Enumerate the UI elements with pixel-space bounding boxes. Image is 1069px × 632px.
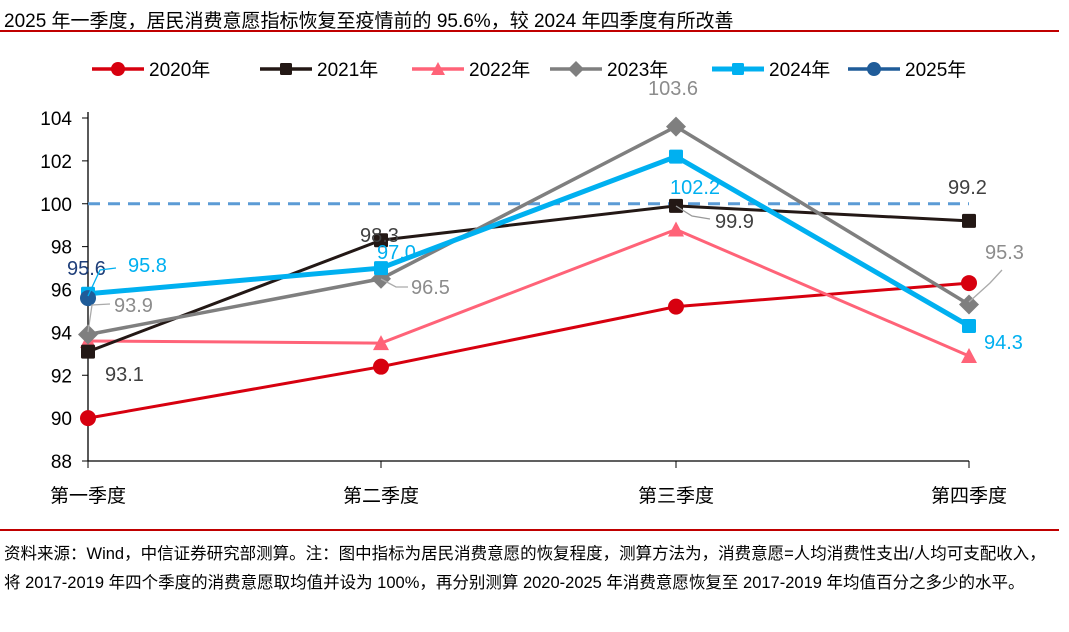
legend-item-2022年: 2022年 xyxy=(412,59,530,81)
data-point-marker xyxy=(80,290,96,307)
series-2020年 xyxy=(80,275,977,427)
legend-item-2020年: 2020年 xyxy=(92,59,210,81)
y-tick-label: 100 xyxy=(40,195,72,216)
series-line xyxy=(87,204,970,354)
y-tick-label: 96 xyxy=(51,281,72,302)
data-point-marker xyxy=(431,62,445,75)
series-line xyxy=(87,227,970,358)
data-label: 98.3 xyxy=(360,225,399,247)
data-point-marker xyxy=(374,261,388,276)
legend-label: 2022年 xyxy=(469,59,530,81)
data-point-marker xyxy=(669,198,683,213)
y-tick-label: 98 xyxy=(51,238,72,259)
data-point-marker xyxy=(568,61,584,77)
series-2024年 xyxy=(81,149,976,333)
data-label: 95.3 xyxy=(985,242,1024,264)
y-tick-label: 92 xyxy=(51,366,72,387)
data-label: 93.9 xyxy=(114,295,153,317)
y-tick-label: 94 xyxy=(51,323,73,344)
data-label: 99.9 xyxy=(715,211,754,233)
source-note: 资料来源：Wind，中信证券研究部测算。注：图中指标为居民消费意愿的恢复程度，测… xyxy=(4,545,1046,592)
x-tick-label: 第二季度 xyxy=(343,485,419,507)
data-label: 96.5 xyxy=(411,277,450,299)
y-tick-label: 104 xyxy=(40,109,72,130)
legend-item-2024年: 2024年 xyxy=(712,59,830,81)
data-point-marker xyxy=(669,149,683,164)
data-point-marker xyxy=(962,213,976,228)
series-2023年 xyxy=(78,116,979,345)
x-tick-label: 第一季度 xyxy=(50,485,126,507)
data-label: 94.3 xyxy=(984,332,1023,354)
x-tick-label: 第三季度 xyxy=(638,485,714,507)
data-label: 103.6 xyxy=(648,78,698,100)
data-point-marker xyxy=(373,358,389,375)
data-point-marker xyxy=(961,347,977,363)
data-point-marker xyxy=(81,344,95,359)
data-point-marker xyxy=(867,62,881,76)
x-tick-label: 第四季度 xyxy=(931,485,1007,507)
legend-item-2021年: 2021年 xyxy=(260,59,378,81)
series-line xyxy=(87,281,970,420)
data-label: 97.0 xyxy=(377,242,416,264)
data-point-marker xyxy=(373,335,389,351)
legend-label: 2024年 xyxy=(769,59,830,81)
data-point-marker xyxy=(374,233,388,248)
y-tick-label: 88 xyxy=(51,452,72,473)
chart-title: 2025 年一季度，居民消费意愿指标恢复至疫情前的 95.6%，较 2024 年… xyxy=(4,11,734,32)
data-point-marker xyxy=(959,294,979,315)
title-divider xyxy=(0,30,1059,32)
data-point-marker xyxy=(666,116,686,137)
legend-item-2023年: 2023年 xyxy=(550,59,668,81)
data-point-marker xyxy=(668,298,684,315)
label-leader-line xyxy=(675,205,711,220)
data-label: 102.2 xyxy=(670,177,720,199)
series-line xyxy=(87,124,970,337)
series-2025年 xyxy=(80,290,96,307)
label-leader-line xyxy=(87,303,111,333)
series-2021年 xyxy=(81,198,976,359)
legend-label: 2020年 xyxy=(149,59,210,81)
label-leader-line xyxy=(968,269,1003,303)
data-point-marker xyxy=(962,318,976,333)
data-point-marker xyxy=(78,324,98,345)
data-point-marker xyxy=(80,410,96,427)
data-point-marker xyxy=(280,63,292,75)
data-label: 99.2 xyxy=(948,177,987,199)
data-point-marker xyxy=(111,62,125,76)
label-leader-line xyxy=(380,278,408,288)
legend-label: 2023年 xyxy=(607,59,668,81)
footer-divider xyxy=(0,529,1059,531)
legend-label: 2025年 xyxy=(905,59,966,81)
data-point-marker xyxy=(668,221,684,237)
series-line xyxy=(87,153,971,329)
y-tick-label: 102 xyxy=(40,152,72,173)
data-label: 95.6 xyxy=(67,258,106,280)
data-label: 93.1 xyxy=(105,364,144,386)
label-leader-line xyxy=(87,267,117,297)
data-point-marker xyxy=(732,63,744,75)
legend-item-2025年: 2025年 xyxy=(848,59,966,81)
legend-label: 2021年 xyxy=(317,59,378,81)
data-label: 95.8 xyxy=(128,255,167,277)
data-point-marker xyxy=(961,275,977,292)
y-tick-label: 90 xyxy=(51,409,72,430)
